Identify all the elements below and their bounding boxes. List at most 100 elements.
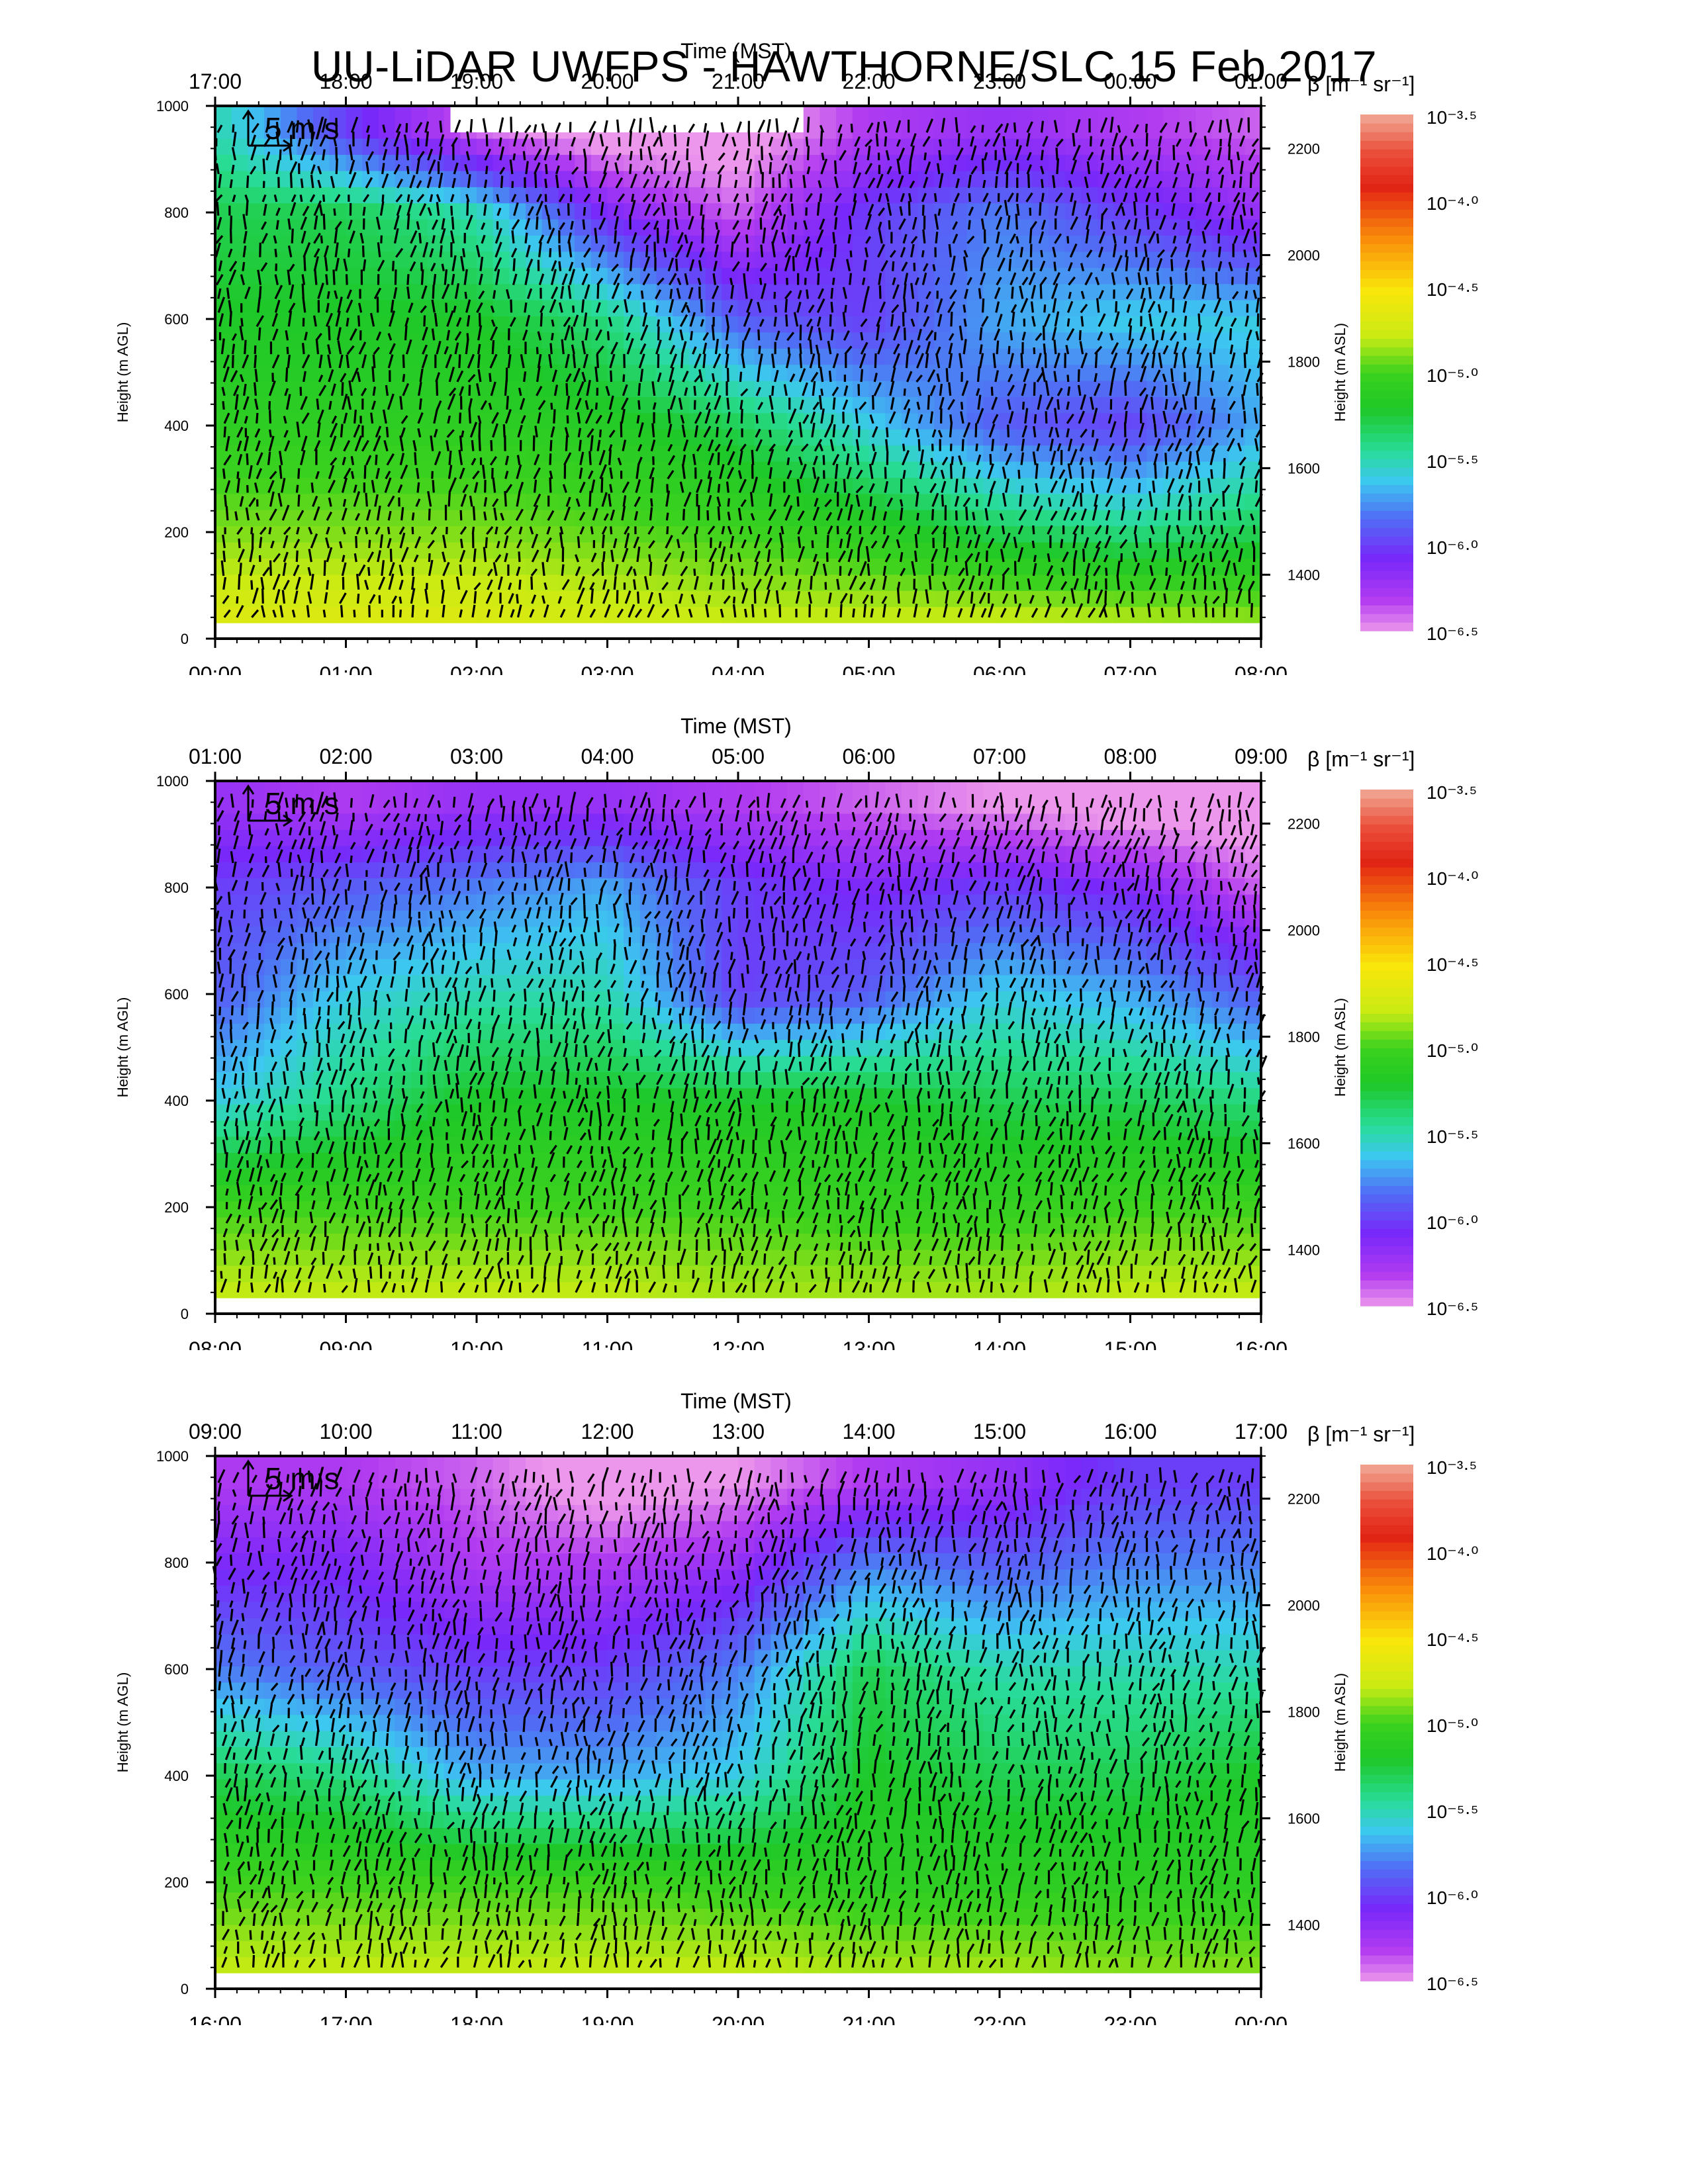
wind-arrow (647, 604, 655, 618)
wind-arrow (1145, 192, 1151, 203)
wind-arrow (526, 194, 529, 203)
wind-arrow (799, 343, 802, 355)
wind-arrow (1160, 310, 1168, 327)
wind-arrow (743, 327, 751, 341)
wind-arrow (927, 394, 930, 410)
wind-arrow (244, 340, 247, 355)
wind-arrow (877, 338, 885, 355)
wind-arrow (917, 328, 922, 341)
wind-arrow (833, 176, 839, 189)
wind-arrow (940, 469, 945, 479)
wind-arrow (1131, 151, 1139, 161)
wind-arrow (230, 215, 232, 230)
wind-arrow (876, 122, 880, 133)
wind-arrow (242, 214, 248, 230)
wind-arrow (965, 553, 974, 563)
wind-arrow (544, 178, 548, 189)
wind-arrow (948, 353, 953, 369)
heatmap-cell (297, 283, 314, 300)
wind-arrow (504, 490, 507, 507)
wind-arrow (563, 506, 571, 521)
wind-arrow (842, 312, 847, 327)
wind-arrow (387, 393, 395, 410)
wind-arrow (1210, 524, 1216, 535)
wind-arrow (708, 439, 714, 452)
heatmap-cell (1211, 380, 1229, 397)
wind-arrow (598, 449, 606, 466)
heatmap-cell (1147, 267, 1164, 285)
wind-arrow (405, 144, 409, 161)
wind-arrow (231, 333, 238, 341)
wind-arrow (237, 549, 245, 563)
wind-arrow (839, 592, 848, 604)
wind-arrow (1215, 326, 1224, 341)
wind-arrow (1059, 498, 1064, 507)
wind-arrow (577, 412, 581, 424)
wind-arrow (1134, 167, 1139, 175)
wind-arrow (1111, 132, 1119, 147)
wind-arrow (694, 533, 697, 549)
wind-arrow (1217, 246, 1221, 257)
wind-arrow (1192, 594, 1196, 604)
heatmap-cell (738, 541, 755, 559)
wind-arrow (1021, 259, 1029, 272)
wind-arrow (510, 116, 513, 133)
wind-arrow (855, 452, 860, 465)
wind-arrow (381, 163, 385, 175)
wind-arrow (786, 469, 792, 480)
wind-arrow (577, 587, 585, 604)
wind-arrow (976, 408, 984, 424)
heatmap-cell (362, 396, 379, 414)
wind-arrow (1133, 563, 1141, 576)
wind-arrow (346, 289, 352, 299)
wind-arrow (925, 341, 931, 355)
heatmap-cell (411, 138, 428, 155)
wind-arrow (1254, 469, 1261, 480)
wind-arrow (561, 578, 570, 590)
wind-arrow (450, 206, 453, 216)
wind-arrow (516, 492, 521, 507)
heatmap-cell (264, 525, 281, 543)
wind-arrow (1184, 381, 1191, 396)
wind-arrow (882, 511, 888, 521)
wind-arrow (1160, 330, 1165, 341)
wind-arrow (890, 367, 896, 383)
wind-arrow (1065, 345, 1070, 355)
wind-arrow (503, 535, 509, 549)
wind-arrow (1004, 199, 1009, 216)
wind-arrow (952, 234, 959, 244)
wind-arrow (703, 122, 708, 133)
heatmap-cell (820, 203, 837, 220)
wind-arrow (608, 430, 616, 438)
wind-arrow (261, 232, 268, 244)
wind-arrow (550, 269, 557, 285)
wind-arrow (516, 594, 519, 604)
wind-arrow (244, 435, 250, 451)
wind-arrow (256, 315, 264, 328)
wind-arrow (571, 344, 575, 355)
heatmap-cell (1032, 106, 1049, 123)
wind-arrow (498, 604, 504, 618)
wind-arrow (1211, 498, 1219, 508)
wind-arrow (557, 596, 563, 604)
wind-arrow (1196, 325, 1202, 341)
wind-arrow (555, 165, 560, 175)
wind-arrow (681, 464, 686, 479)
heatmap-cell (852, 299, 870, 316)
wind-arrow (1098, 290, 1104, 300)
heatmap-cell (1162, 316, 1180, 333)
wind-arrow (755, 387, 761, 396)
wind-arrow (1198, 367, 1201, 383)
wind-arrow (705, 604, 710, 618)
wind-arrow (463, 269, 468, 285)
wind-arrow (1213, 297, 1222, 313)
wind-arrow (242, 246, 247, 257)
wind-arrow (665, 230, 670, 244)
wind-arrow (1098, 603, 1107, 618)
heatmap-cell (444, 461, 461, 478)
heatmap-cell (492, 299, 510, 316)
wind-arrow (819, 367, 824, 383)
heatmap-cell (297, 235, 314, 252)
wind-arrow (667, 424, 673, 438)
wind-arrow (773, 291, 776, 299)
